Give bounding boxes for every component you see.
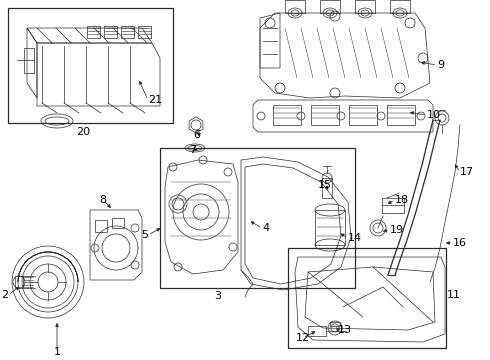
Text: 13: 13 xyxy=(338,325,352,335)
Text: 5: 5 xyxy=(141,230,148,240)
Text: 7: 7 xyxy=(189,145,196,155)
Text: 20: 20 xyxy=(76,127,90,137)
Bar xyxy=(349,105,377,125)
Text: 9: 9 xyxy=(437,60,444,70)
Bar xyxy=(95,220,107,232)
Bar xyxy=(273,105,301,125)
Bar xyxy=(315,210,345,245)
Bar xyxy=(382,198,404,213)
Text: 14: 14 xyxy=(348,233,362,243)
Bar xyxy=(112,218,124,228)
Text: 15: 15 xyxy=(318,180,332,190)
Text: 3: 3 xyxy=(215,291,221,301)
Text: 12: 12 xyxy=(296,333,310,343)
Bar xyxy=(160,148,355,288)
Text: 8: 8 xyxy=(99,195,106,205)
Text: 4: 4 xyxy=(262,223,269,233)
Bar xyxy=(311,105,339,125)
Text: 6: 6 xyxy=(193,130,200,140)
Bar xyxy=(308,326,326,336)
Text: 11: 11 xyxy=(447,290,461,300)
Text: 1: 1 xyxy=(53,347,60,357)
Bar xyxy=(8,8,173,123)
Text: 10: 10 xyxy=(427,110,441,120)
Text: 21: 21 xyxy=(148,95,162,105)
Text: 18: 18 xyxy=(395,195,409,205)
Bar xyxy=(387,105,415,125)
Text: 19: 19 xyxy=(390,225,404,235)
Text: 16: 16 xyxy=(453,238,467,248)
Bar xyxy=(288,248,446,348)
Text: 2: 2 xyxy=(1,290,8,300)
Text: 17: 17 xyxy=(460,167,474,177)
